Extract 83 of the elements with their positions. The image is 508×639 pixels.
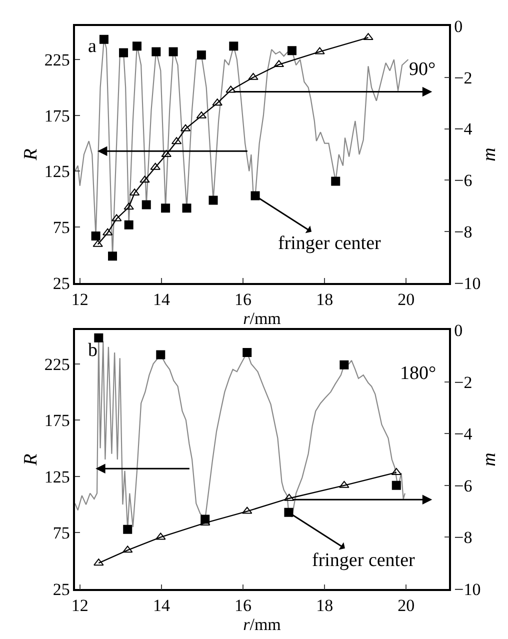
- point: [248, 72, 258, 80]
- y2-axis-title: m: [479, 148, 500, 162]
- x-axis-title: r/mm: [243, 615, 281, 634]
- y-tick-label: 175: [44, 106, 70, 126]
- point: [196, 50, 206, 60]
- point: [124, 202, 134, 210]
- point: [92, 240, 103, 247]
- point: [161, 204, 170, 213]
- y2-tick-label: 0: [454, 320, 463, 340]
- point: [132, 42, 142, 51]
- y2-tick-label: −4: [454, 120, 473, 139]
- point: [119, 48, 128, 58]
- point: [339, 480, 350, 488]
- y-tick-label: 225: [44, 354, 70, 374]
- point: [331, 176, 340, 186]
- point: [161, 150, 172, 157]
- x-axis-title: r/mm: [243, 309, 281, 328]
- y-tick-label: 225: [44, 50, 70, 70]
- x-tick-label: 12: [71, 596, 88, 616]
- annotation: fringer center: [278, 233, 382, 254]
- point: [156, 532, 166, 540]
- point: [140, 176, 150, 183]
- annotation: b: [88, 340, 98, 361]
- point: [168, 47, 178, 56]
- point: [124, 220, 134, 230]
- y-tick-label: 25: [52, 580, 70, 599]
- x-tick-label: 18: [316, 290, 334, 310]
- y2-tick-label: 0: [454, 16, 463, 36]
- y2-axis-title: m: [479, 452, 500, 466]
- point: [94, 333, 104, 342]
- y2-tick-label: −4: [454, 424, 473, 444]
- x-tick-label: 14: [152, 290, 170, 310]
- x-tick-label: 12: [71, 290, 88, 310]
- y-tick-label: 75: [52, 218, 70, 238]
- y-tick-label: 125: [44, 467, 70, 486]
- y2-tick-label: −8: [454, 528, 472, 548]
- point: [284, 494, 294, 501]
- point: [212, 98, 222, 106]
- point: [123, 524, 132, 534]
- annotation: 180°: [400, 363, 436, 384]
- point: [314, 47, 325, 54]
- point: [287, 46, 296, 56]
- y-axis-title: R: [20, 453, 42, 466]
- y-tick-label: 75: [52, 524, 70, 543]
- y2-tick-label: −2: [454, 372, 472, 392]
- point: [208, 196, 218, 205]
- point: [150, 162, 160, 170]
- x-tick-label: 16: [234, 290, 252, 310]
- x-tick-label: 20: [398, 596, 415, 616]
- y-tick-label: 175: [44, 411, 70, 430]
- point: [226, 86, 236, 93]
- x-tick-label: 18: [316, 596, 334, 616]
- y2-tick-label: −10: [454, 580, 481, 599]
- y2-tick-label: −6: [454, 171, 472, 190]
- point: [392, 480, 401, 490]
- y-tick-label: 25: [52, 274, 70, 293]
- point: [102, 228, 113, 236]
- x-tick-label: 16: [234, 596, 252, 616]
- point: [91, 232, 100, 241]
- x-tick-label: 14: [152, 596, 170, 616]
- y2-tick-label: −6: [454, 476, 472, 496]
- annotation: fringer center: [312, 550, 416, 571]
- point: [152, 47, 161, 56]
- point: [156, 350, 166, 360]
- y2-tick-label: −2: [454, 68, 472, 88]
- y-tick-label: 125: [44, 162, 70, 182]
- point: [340, 360, 349, 370]
- point: [363, 33, 374, 40]
- point: [229, 42, 238, 51]
- point: [99, 34, 108, 44]
- x-tick-label: 20: [398, 290, 415, 310]
- annotation: a: [88, 36, 97, 57]
- point: [94, 558, 104, 566]
- y2-tick-label: −10: [454, 274, 481, 293]
- y2-tick-label: −8: [454, 222, 472, 242]
- point: [250, 191, 260, 200]
- y-axis-title: R: [20, 148, 42, 162]
- annotation: 90°: [409, 59, 436, 80]
- point: [182, 204, 192, 213]
- point: [242, 348, 252, 358]
- point: [142, 200, 151, 210]
- point: [284, 508, 294, 517]
- point: [108, 252, 118, 261]
